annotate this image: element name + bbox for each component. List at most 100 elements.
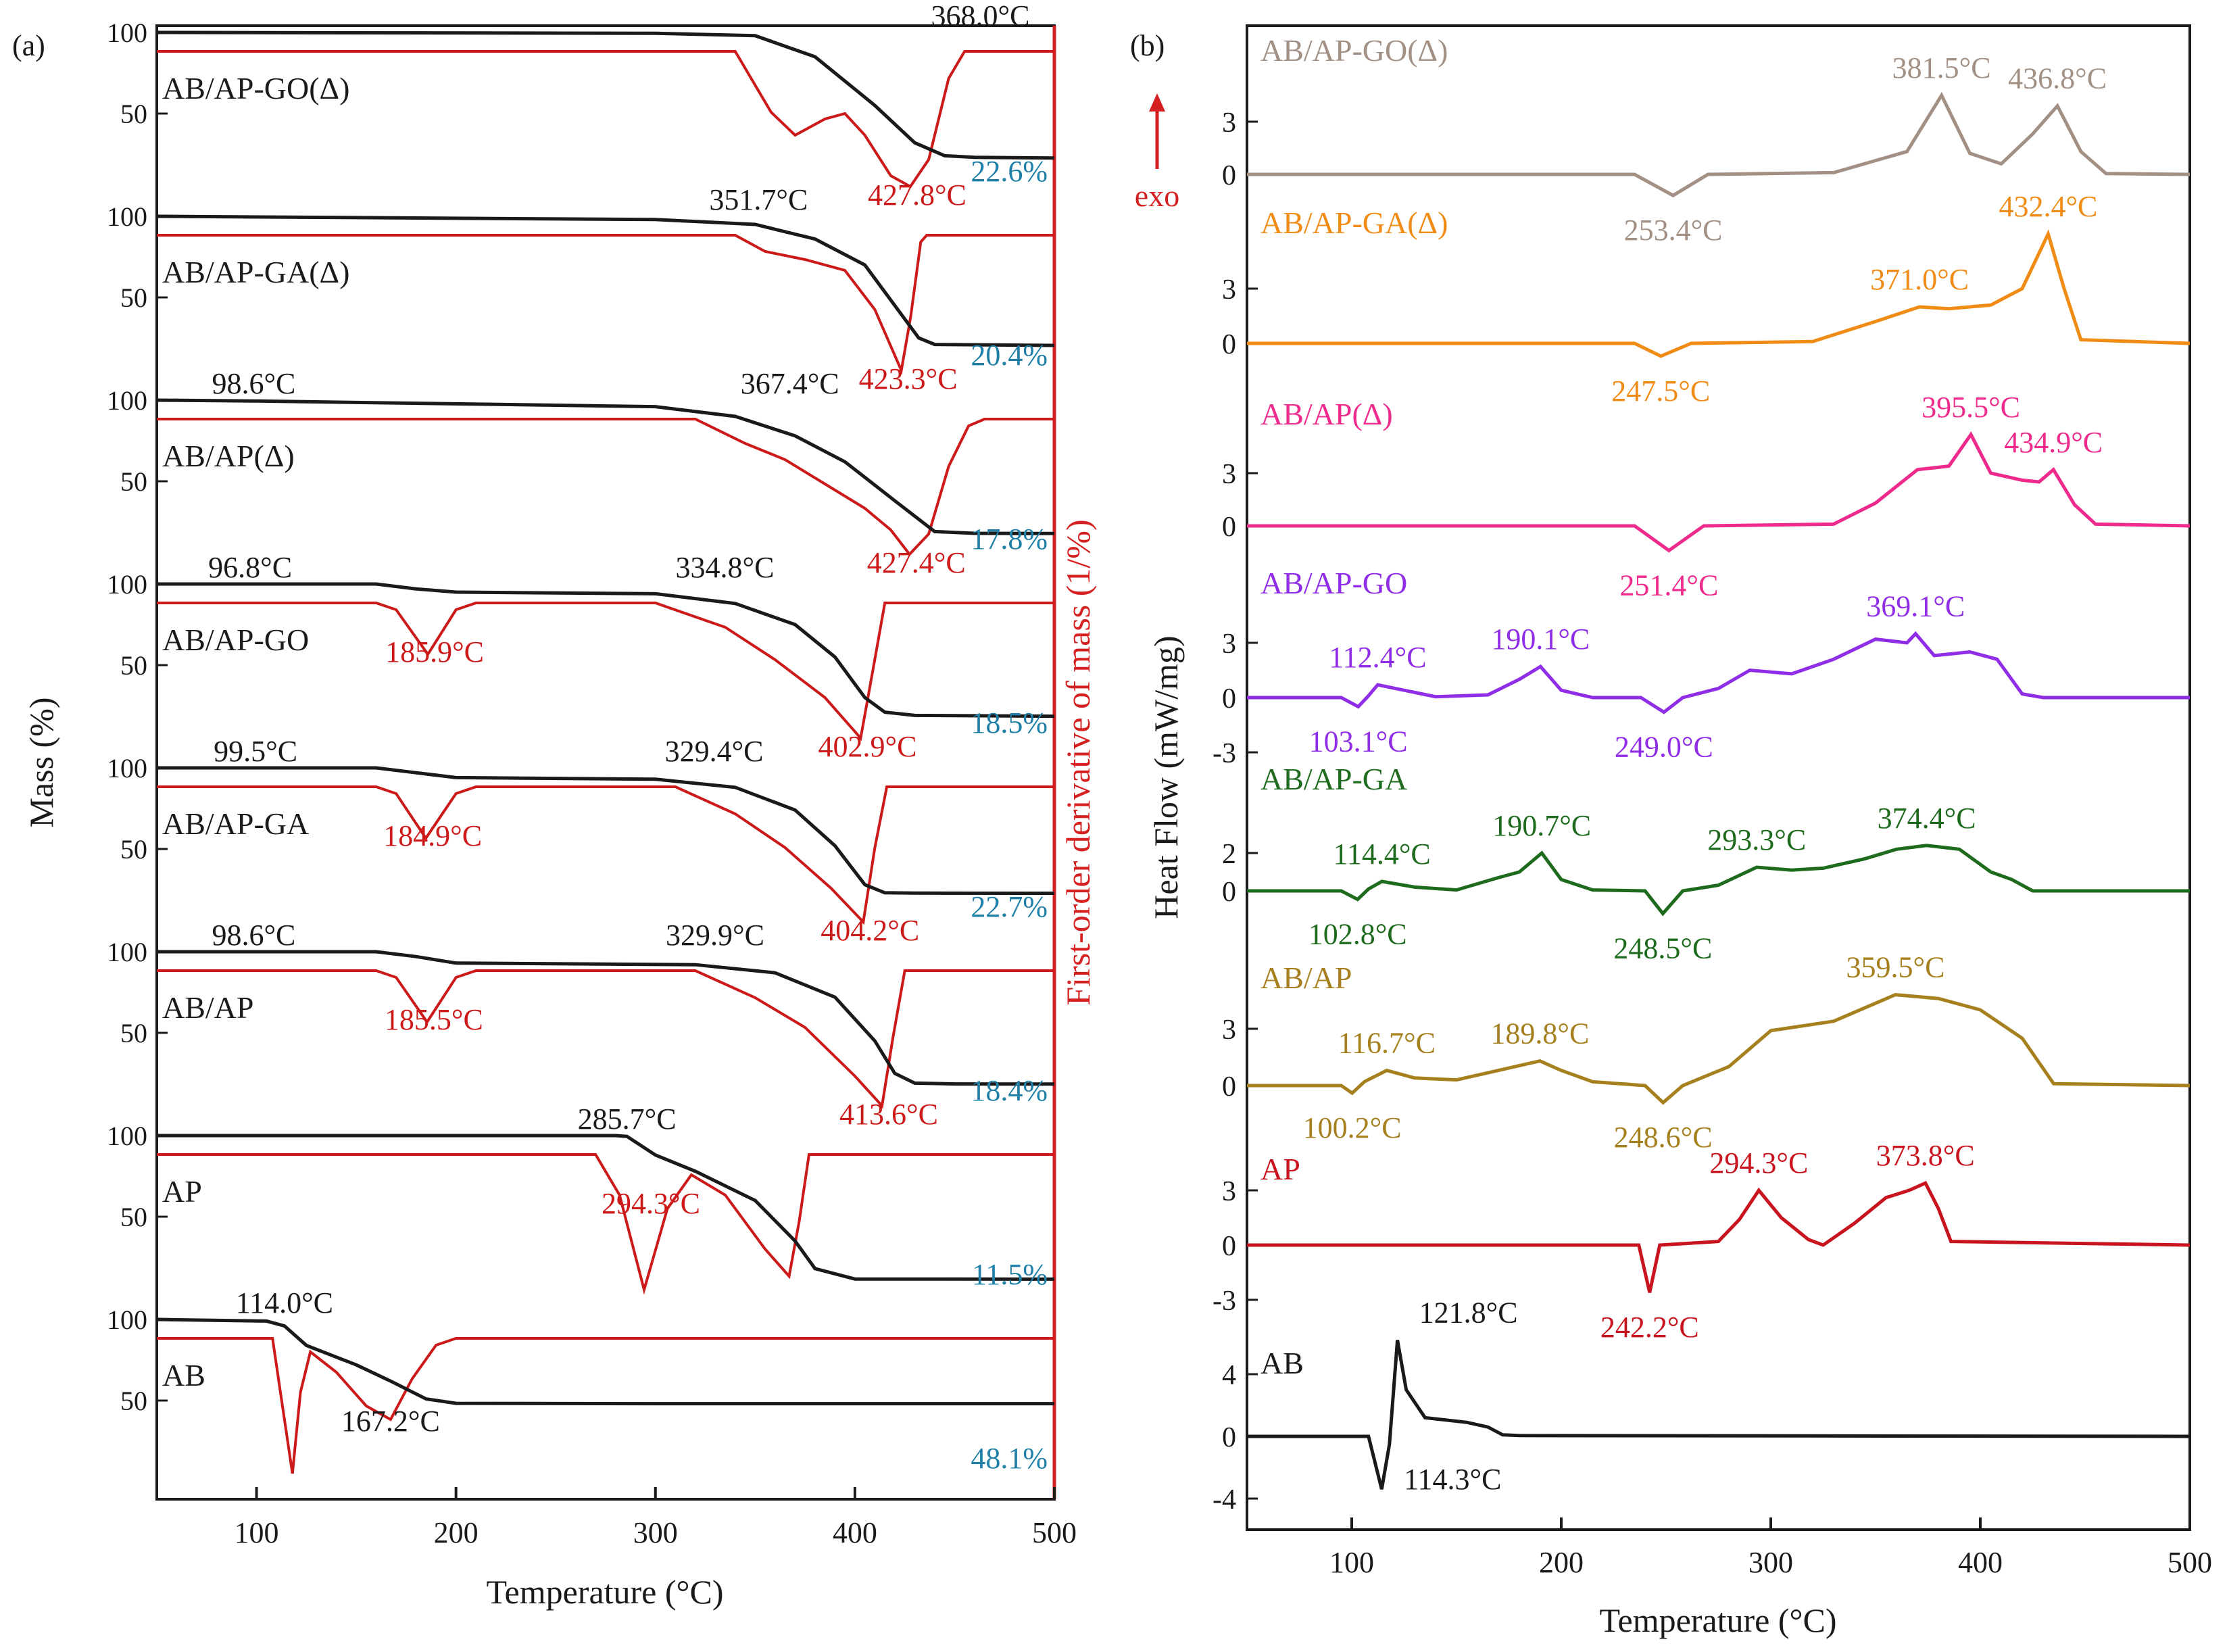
- panel-b-x-ticks: 100 200 300 400 500: [1329, 1517, 2212, 1579]
- panel-a-x-tick-label: 100: [235, 1516, 279, 1549]
- panel-a-sample-name: AB/AP-GA(Δ): [162, 255, 349, 289]
- panel-a-peak-label: 114.0°C: [236, 1286, 333, 1319]
- panel-a-x-axis-label: Temperature (°C): [486, 1573, 723, 1611]
- dsc-curve-ab-ap: [1247, 993, 2191, 1105]
- dsc-curve-ab-ap-go: [1247, 631, 2190, 714]
- panel-a-y-tick-label: 100: [107, 385, 147, 416]
- panel-a-y-tick-label: 50: [120, 1386, 147, 1416]
- panel-b-label: (b): [1130, 29, 1165, 62]
- panel-a-x-tick-label: 400: [833, 1516, 877, 1549]
- panel-b-y-tick-label: 0: [1222, 877, 1236, 908]
- panel-b-sample-name: AP: [1261, 1152, 1300, 1186]
- panel-a-residue-label: 48.1%: [971, 1442, 1048, 1475]
- panel-a-curves: 100 50 AB/AP-GO(Δ) 22.6% 368.0°C 427.8°C 100 50…: [107, 0, 1055, 1475]
- panel-b-peak-label: 293.3°C: [1707, 823, 1806, 856]
- panel-b-x-tick-label: 100: [1329, 1546, 1374, 1579]
- panel-b-curves: 3 0 AB/AP-GO(Δ) 381.5°C 436.8°C 253.4°C 3 0 AB/A…: [1213, 33, 2191, 1515]
- panel-b-row-ab-ap: 3 0 AB/AP 359.5°C 116.7°C 189.8°C 100.2°C 248.6…: [1222, 951, 2191, 1154]
- panel-b-y-tick-label: 4: [1222, 1360, 1236, 1391]
- panel-a-residue-label: 18.5%: [971, 706, 1048, 739]
- panel-b-x-axis-label: Temperature (°C): [1599, 1601, 1836, 1639]
- panel-a-y-tick-label: 100: [107, 201, 147, 232]
- panel-b-y-tick-label: -4: [1213, 1484, 1236, 1515]
- panel-b-peak-label: 100.2°C: [1303, 1111, 1402, 1144]
- panel-b-x-tick-label: 500: [2168, 1546, 2212, 1579]
- panel-b-peak-label: 249.0°C: [1615, 731, 1713, 764]
- panel-a-y-tick-label: 100: [107, 1121, 147, 1151]
- panel-a-residue-label: 20.4%: [971, 339, 1048, 372]
- panel-a-peak-label: 427.8°C: [868, 178, 966, 212]
- panel-b-y-tick-label: 0: [1222, 329, 1236, 360]
- panel-b-peak-label: 369.1°C: [1866, 590, 1965, 623]
- panel-b-row-ab: 4 0 -4 AB 121.8°C 114.3°C: [1213, 1296, 2191, 1515]
- panel-a-peak-label: 98.6°C: [212, 919, 295, 952]
- panel-a-y-tick-label: 100: [107, 1305, 147, 1335]
- panel-a-residue-label: 18.4%: [971, 1074, 1048, 1107]
- panel-b-peak-label: 436.8°C: [2008, 62, 2107, 95]
- panel-a-residue-label: 17.8%: [971, 523, 1048, 556]
- dtg-curve-ab-ap: [157, 418, 1054, 557]
- panel-b-peak-label: 359.5°C: [1846, 951, 1944, 984]
- dtg-curve-ab-ap-ga: [157, 234, 1054, 375]
- panel-b-peak-label: 103.1°C: [1309, 725, 1408, 758]
- panel-b-y-tick-label: 3: [1222, 1176, 1236, 1207]
- panel-b-peak-label: 294.3°C: [1709, 1146, 1808, 1180]
- panel-b-y-tick-label: 0: [1222, 160, 1236, 191]
- panel-a-peak-label: 99.5°C: [214, 735, 297, 768]
- dtg-curve-ap: [157, 1153, 1054, 1295]
- panel-a-y-tick-label: 100: [107, 937, 147, 967]
- tg-curve-ap: [157, 1134, 1055, 1281]
- panel-b-sample-name: AB/AP-GA: [1261, 762, 1407, 796]
- panel-a: (a) 100 200 300 400 500 100 50 AB/AP-GO(Δ) 22.6…: [12, 0, 1097, 1611]
- panel-b-x-tick-label: 300: [1748, 1546, 1793, 1579]
- panel-a-sample-name: AB: [162, 1358, 205, 1392]
- panel-b-peak-label: 114.3°C: [1404, 1463, 1501, 1496]
- panel-a-row-ab: 100 50 AB 48.1% 114.0°C 167.2°C: [107, 1286, 1054, 1475]
- dsc-curve-ab-ap-go: [1247, 91, 2191, 198]
- panel-b-y-tick-label: -3: [1213, 738, 1236, 769]
- panel-b-peak-label: 121.8°C: [1419, 1296, 1518, 1329]
- panel-b-peak-label: 251.4°C: [1619, 568, 1718, 602]
- panel-a-row-ap: 100 50 AP 11.5% 285.7°C 294.3°C: [107, 1102, 1055, 1295]
- panel-a-sample-name: AB/AP-GA: [162, 806, 309, 841]
- panel-a-peak-label: 285.7°C: [578, 1102, 677, 1136]
- panel-b-row-ab-ap-ga: 3 0 AB/AP-GA(Δ) 432.4°C 371.0°C 247.5°C: [1222, 190, 2191, 408]
- dsc-curve-ap: [1247, 1180, 2191, 1293]
- panel-a-y-tick-label: 50: [120, 650, 147, 681]
- dsc-curve-ab: [1247, 1339, 2191, 1490]
- panel-b-row-ab-ap-go: 3 0 AB/AP-GO(Δ) 381.5°C 436.8°C 253.4°C: [1222, 33, 2191, 247]
- panel-b-y-tick-label: 3: [1222, 274, 1236, 306]
- panel-a-sample-name: AP: [162, 1174, 202, 1209]
- panel-a-y-tick-label: 50: [120, 99, 147, 129]
- panel-a-peak-label: 329.4°C: [665, 735, 764, 768]
- panel-a-row-ab-ap-ga: 100 50 AB/AP-GA 22.7% 99.5°C 184.9°C 329.4°C 40…: [107, 735, 1055, 947]
- panel-a-peak-label: 96.8°C: [208, 551, 292, 584]
- panel-a-peak-label: 98.6°C: [212, 367, 295, 400]
- dsc-curve-ab-ap-ga: [1247, 228, 2191, 358]
- panel-b-y-tick-label: 3: [1222, 107, 1236, 139]
- panel-a-row-ab-ap: 100 50 AB/AP 18.4% 98.6°C 185.5°C 329.9°C 413.6…: [107, 919, 1055, 1131]
- panel-b-peak-label: 374.4°C: [1878, 802, 1976, 835]
- panel-b-y-tick-label: 0: [1222, 512, 1236, 543]
- dtg-curve-ab: [157, 1337, 1054, 1474]
- panel-a-y-tick-label: 100: [107, 18, 147, 48]
- panel-a-x-tick-label: 300: [633, 1516, 678, 1549]
- panel-b-frame: [1246, 24, 2191, 1531]
- panel-a-x-ticks: 100 200 300 400 500: [235, 1487, 1077, 1549]
- panel-a-peak-label: 185.9°C: [385, 635, 484, 669]
- panel-b-peak-label: 116.7°C: [1338, 1027, 1436, 1060]
- panel-a-peak-label: 423.3°C: [859, 362, 958, 395]
- tg-curve-ab-ap: [157, 950, 1055, 1086]
- tg-curve-ab: [156, 1317, 1054, 1406]
- dtg-curve-ab-ap-go: [157, 50, 1054, 189]
- panel-a-label: (a): [12, 29, 45, 62]
- panel-a-y-axis-label: Mass (%): [22, 697, 60, 827]
- panel-a-peak-label: 294.3°C: [602, 1187, 700, 1220]
- panel-a-y-tick-label: 50: [120, 466, 147, 497]
- panel-b-peak-label: 432.4°C: [1999, 190, 2097, 223]
- panel-b-peak-label: 114.4°C: [1333, 837, 1430, 871]
- panel-a-peak-label: 329.9°C: [666, 919, 764, 952]
- panel-b-row-ab-ap-ga: 2 0 AB/AP-GA 190.7°C 114.4°C 293.3°C 374.4°C 10…: [1222, 762, 2190, 965]
